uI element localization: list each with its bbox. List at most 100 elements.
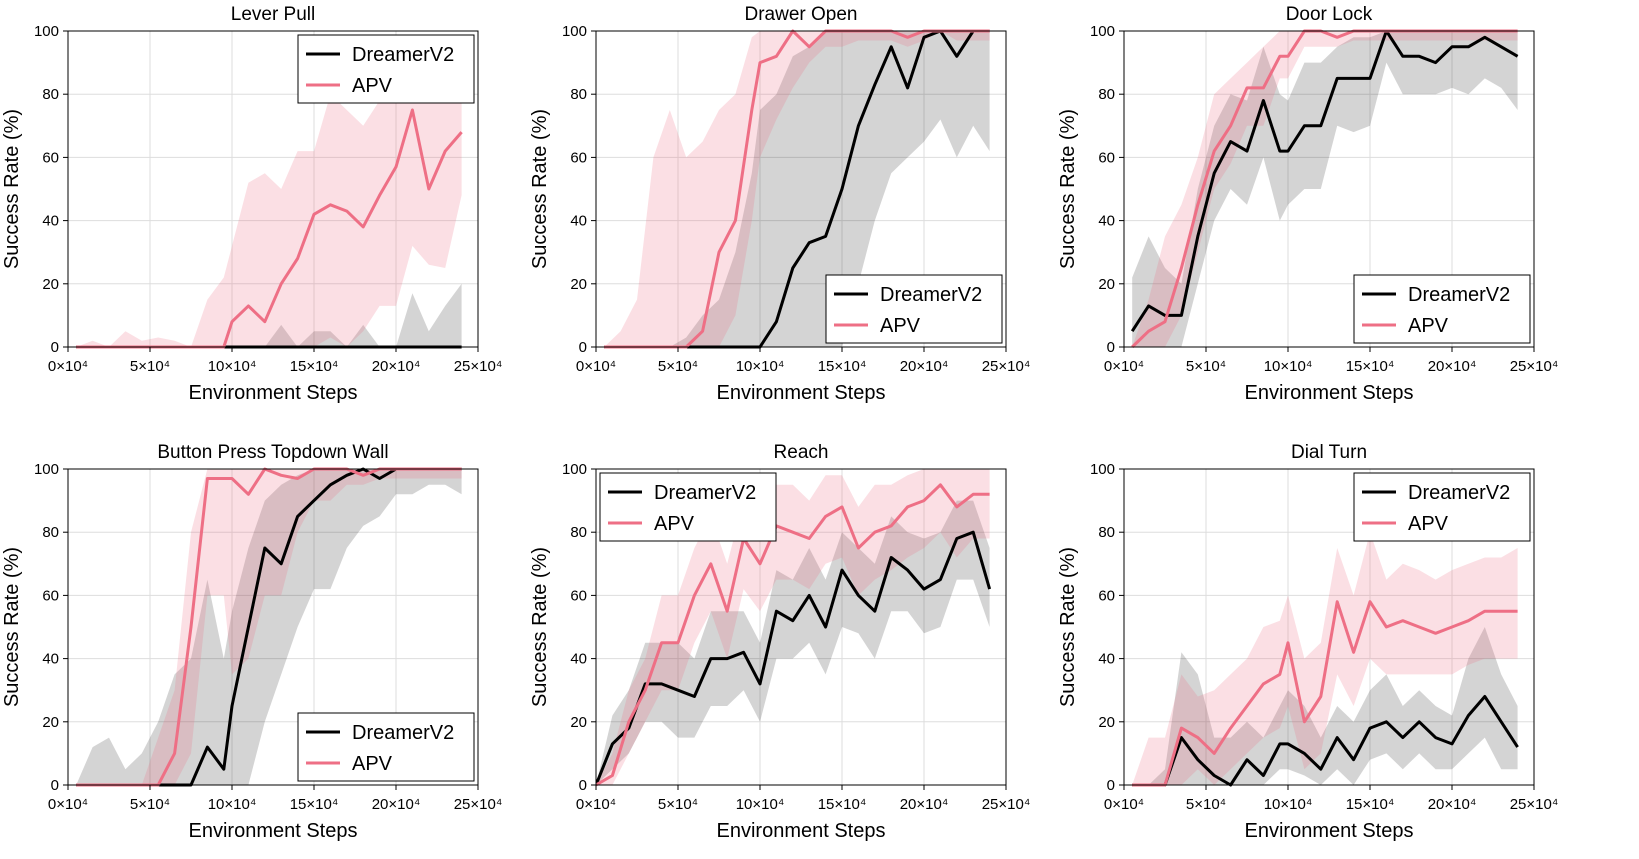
y-tick-label: 20 (1098, 714, 1115, 731)
chart-title: Lever Pull (231, 4, 316, 25)
legend-label-apv: APV (654, 513, 695, 535)
chart-panel-3: 0×10⁴ 5×10⁴ 10×10⁴ 15×10⁴ 20×10⁴ 25×10⁴ 0 20 40 6… (1057, 4, 1558, 404)
band-apv (604, 31, 990, 347)
y-tick-label: 80 (42, 86, 59, 103)
chart-panel-2: 0×10⁴ 5×10⁴ 10×10⁴ 15×10⁴ 20×10⁴ 25×10⁴ 0 20 40 6… (529, 4, 1030, 404)
y-tick-label: 60 (570, 149, 587, 166)
legend-box (297, 712, 475, 782)
y-tick-label: 80 (1098, 86, 1115, 103)
y-tick-label: 20 (42, 276, 59, 293)
legend-box (1353, 472, 1531, 542)
plot-frame (67, 468, 479, 786)
legend-label-dreamerv2: DreamerV2 (1408, 284, 1510, 306)
chart-panel-6: 0×10⁴ 5×10⁴ 10×10⁴ 15×10⁴ 20×10⁴ 25×10⁴ 0 20 40 6… (1057, 442, 1558, 842)
legend-label-dreamerv2: DreamerV2 (1408, 482, 1510, 504)
y-tick-label: 100 (562, 461, 587, 478)
band-apv (1132, 532, 1518, 785)
x-tick-label: 15×10⁴ (290, 796, 339, 813)
x-tick-label: 0×10⁴ (48, 358, 88, 375)
legend-label-apv: APV (1408, 315, 1449, 337)
y-axis-label: Success Rate (%) (1, 547, 23, 707)
chart-title: Reach (774, 442, 829, 463)
x-tick-label: 25×10⁴ (454, 358, 503, 375)
y-tick-label: 40 (1098, 213, 1115, 230)
y-tick-label: 40 (570, 213, 587, 230)
legend-box (297, 34, 475, 104)
y-tick-label: 0 (1107, 339, 1115, 356)
x-tick-label: 10×10⁴ (736, 796, 785, 813)
x-axis-label: Environment Steps (1245, 820, 1414, 842)
band-apv (76, 469, 462, 785)
x-tick-label: 5×10⁴ (130, 796, 170, 813)
x-axis-label: Environment Steps (189, 382, 358, 404)
legend: DreamerV2 APV (1353, 274, 1531, 344)
chart-panel-4: 0×10⁴ 5×10⁴ 10×10⁴ 15×10⁴ 20×10⁴ 25×10⁴ 0 20 40 6… (1, 442, 502, 842)
band-apv (596, 469, 990, 785)
x-tick-label: 5×10⁴ (130, 358, 170, 375)
x-tick-label: 10×10⁴ (1264, 796, 1313, 813)
y-tick-label: 100 (1090, 23, 1115, 40)
plot-frame (595, 468, 1007, 786)
y-tick-label: 40 (42, 651, 59, 668)
y-tick-label: 60 (42, 149, 59, 166)
y-tick-label: 40 (1098, 651, 1115, 668)
legend-label-dreamerv2: DreamerV2 (880, 284, 982, 306)
x-tick-label: 10×10⁴ (736, 358, 785, 375)
chart-panel-5: 0×10⁴ 5×10⁴ 10×10⁴ 15×10⁴ 20×10⁴ 25×10⁴ 0 20 40 6… (529, 442, 1030, 842)
x-tick-label: 10×10⁴ (1264, 358, 1313, 375)
legend-box (1353, 274, 1531, 344)
legend: DreamerV2 APV (599, 472, 777, 542)
legend-label-dreamerv2: DreamerV2 (352, 722, 454, 744)
plot-area (596, 469, 992, 787)
x-tick-label: 5×10⁴ (1186, 358, 1226, 375)
y-tick-label: 0 (51, 339, 59, 356)
y-tick-label: 0 (579, 777, 587, 794)
x-tick-label: 25×10⁴ (982, 796, 1031, 813)
y-tick-label: 0 (51, 777, 59, 794)
x-tick-label: 20×10⁴ (900, 796, 949, 813)
legend-label-apv: APV (880, 315, 921, 337)
x-tick-label: 5×10⁴ (658, 358, 698, 375)
y-tick-label: 60 (1098, 149, 1115, 166)
legend: DreamerV2 APV (1353, 472, 1531, 542)
band-dreamerv2 (76, 283, 462, 347)
x-tick-label: 0×10⁴ (1104, 358, 1144, 375)
x-axis-label: Environment Steps (189, 820, 358, 842)
y-tick-label: 60 (570, 587, 587, 604)
y-tick-label: 20 (570, 714, 587, 731)
x-tick-label: 0×10⁴ (576, 796, 616, 813)
plot-area (1132, 532, 1519, 787)
legend-label-dreamerv2: DreamerV2 (654, 482, 756, 504)
line-dreamerv2 (1130, 29, 1519, 333)
y-tick-label: 100 (1090, 461, 1115, 478)
x-tick-label: 20×10⁴ (1428, 358, 1477, 375)
y-tick-label: 60 (1098, 587, 1115, 604)
y-axis-label: Success Rate (%) (1057, 547, 1079, 707)
y-tick-label: 40 (570, 651, 587, 668)
y-axis-label: Success Rate (%) (529, 547, 551, 707)
line-dreamerv2 (596, 530, 992, 786)
plot-frame (67, 30, 479, 348)
x-tick-label: 15×10⁴ (1346, 796, 1395, 813)
line-apv (1132, 600, 1518, 787)
y-tick-label: 20 (1098, 276, 1115, 293)
x-tick-label: 0×10⁴ (576, 358, 616, 375)
plot-frame (1123, 30, 1535, 348)
legend-label-dreamerv2: DreamerV2 (352, 44, 454, 66)
x-axis-label: Environment Steps (717, 382, 886, 404)
y-tick-label: 100 (34, 461, 59, 478)
y-tick-label: 100 (562, 23, 587, 40)
chart-title: Drawer Open (745, 4, 858, 25)
y-tick-label: 60 (42, 587, 59, 604)
x-tick-label: 15×10⁴ (818, 358, 867, 375)
band-dreamerv2 (76, 469, 462, 785)
plot-frame (595, 30, 1007, 348)
x-tick-label: 5×10⁴ (658, 796, 698, 813)
y-tick-label: 80 (570, 86, 587, 103)
x-tick-label: 5×10⁴ (1186, 796, 1226, 813)
x-tick-label: 20×10⁴ (900, 358, 949, 375)
band-apv (1132, 31, 1518, 347)
x-tick-label: 25×10⁴ (1510, 796, 1559, 813)
y-tick-label: 100 (34, 23, 59, 40)
